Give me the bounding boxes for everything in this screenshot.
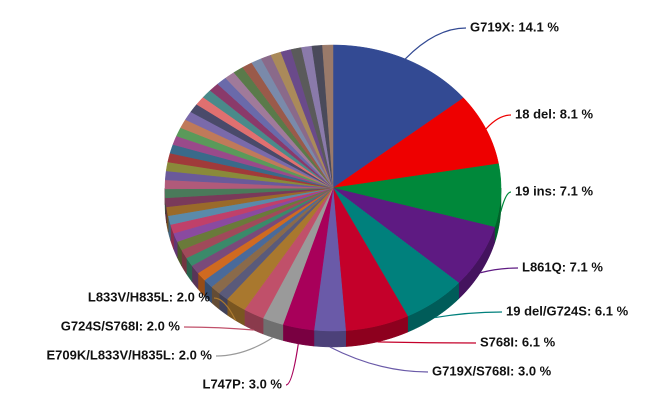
data-label: L861Q: 7.1 % bbox=[522, 259, 603, 274]
leader-line bbox=[285, 343, 299, 386]
slice bbox=[282, 187, 334, 331]
slice bbox=[332, 44, 464, 189]
slice bbox=[332, 187, 460, 317]
data-label: S768I: 6.1 % bbox=[480, 334, 556, 349]
data-label: E709K/L833V/H835L: 2.0 % bbox=[47, 347, 213, 362]
slice bbox=[226, 187, 334, 310]
slice bbox=[332, 187, 409, 331]
leader-line bbox=[213, 297, 237, 321]
slice bbox=[332, 97, 499, 189]
leader-line bbox=[485, 114, 512, 130]
data-label: L747P: 3.0 % bbox=[203, 376, 283, 391]
data-label: 19 del/G724S: 6.1 % bbox=[506, 303, 629, 318]
leader-line bbox=[500, 191, 512, 212]
leader-line bbox=[434, 311, 503, 319]
leader-line bbox=[404, 27, 467, 60]
data-label: 19 ins: 7.1 % bbox=[515, 183, 593, 198]
slice bbox=[332, 163, 502, 228]
leader-line bbox=[329, 346, 429, 373]
slice bbox=[332, 187, 495, 284]
data-label: G719X/S768I: 3.0 % bbox=[432, 363, 552, 378]
slice-side bbox=[313, 329, 346, 348]
leader-line bbox=[215, 337, 274, 357]
slice bbox=[244, 187, 334, 319]
leader-line bbox=[183, 326, 254, 331]
data-label: G719X: 14.1 % bbox=[470, 19, 559, 34]
slice bbox=[262, 187, 334, 325]
slice bbox=[313, 187, 346, 332]
leader-line bbox=[377, 341, 477, 344]
slice bbox=[322, 44, 334, 189]
data-label: G724S/S768I: 2.0 % bbox=[61, 318, 181, 333]
data-label: 18 del: 8.1 % bbox=[515, 106, 593, 121]
data-label: L833V/H835L: 2.0 % bbox=[88, 289, 211, 304]
leader-line bbox=[480, 267, 519, 274]
